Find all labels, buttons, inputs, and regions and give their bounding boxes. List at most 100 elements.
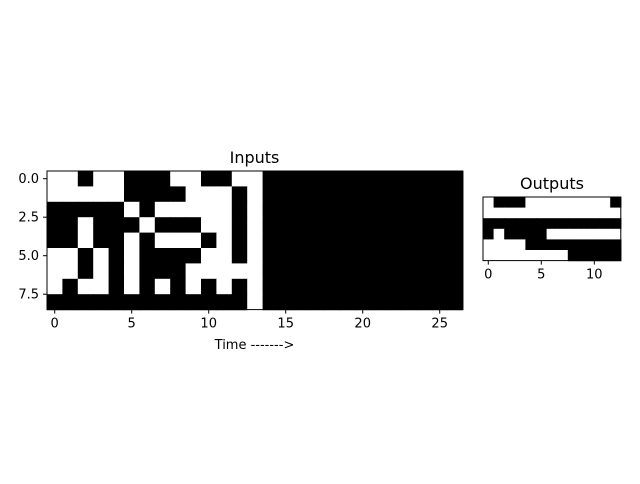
inputs-cell xyxy=(401,278,418,295)
outputs-cell xyxy=(567,218,579,230)
outputs-cell xyxy=(514,239,526,251)
inputs-cell xyxy=(62,201,79,218)
inputs-cell xyxy=(231,294,248,311)
inputs-cell xyxy=(308,201,325,218)
inputs-cell xyxy=(170,278,187,295)
outputs-cell xyxy=(493,197,505,209)
inputs-cell xyxy=(401,248,418,264)
outputs-cell xyxy=(483,197,495,209)
inputs-cell xyxy=(231,217,248,234)
inputs-cell xyxy=(185,217,202,234)
inputs-y-ticks: 0.0 2.5 5.0 7.5 xyxy=(18,172,47,303)
outputs-cell xyxy=(483,207,495,219)
outputs-cell xyxy=(493,207,505,219)
inputs-cell xyxy=(339,186,356,203)
outputs-cell xyxy=(599,250,611,262)
inputs-cell xyxy=(201,278,217,295)
outputs-cell xyxy=(578,239,590,251)
inputs-cell xyxy=(370,201,387,218)
inputs-cell xyxy=(62,278,79,295)
inputs-cell xyxy=(293,248,310,264)
inputs-cell xyxy=(216,201,233,218)
inputs-cell xyxy=(170,232,187,249)
inputs-cell xyxy=(139,263,156,280)
outputs-cell xyxy=(610,228,622,240)
inputs-cell xyxy=(185,171,202,187)
inputs-cell xyxy=(170,171,187,187)
inputs-x-axis-label: Time -------> xyxy=(214,338,295,353)
inputs-cell xyxy=(216,217,233,234)
outputs-axes-frame xyxy=(482,196,622,262)
inputs-cell xyxy=(324,171,341,187)
inputs-cell xyxy=(385,248,402,264)
inputs-cell xyxy=(370,248,387,264)
inputs-cell xyxy=(355,201,371,218)
inputs-cell xyxy=(201,294,217,311)
inputs-cell xyxy=(154,294,171,311)
inputs-cells xyxy=(47,171,464,311)
outputs-cell xyxy=(610,207,622,219)
inputs-cell xyxy=(370,294,387,311)
inputs-cell xyxy=(278,232,294,249)
inputs-cell xyxy=(62,263,79,280)
inputs-cell xyxy=(62,217,79,234)
inputs-cell xyxy=(370,232,387,249)
outputs-cell xyxy=(567,250,579,262)
inputs-cell xyxy=(47,294,63,311)
outputs-cell xyxy=(557,250,569,262)
inputs-cell xyxy=(247,201,264,218)
outputs-cell xyxy=(514,197,526,209)
inputs-cell xyxy=(385,186,402,203)
inputs-heatmap-panel: Inputs 0.0 2.5 5.0 7.5 0 5 10 15 20 25 Time ----… xyxy=(18,148,464,353)
inputs-cell xyxy=(170,248,187,264)
outputs-cell xyxy=(525,228,537,240)
inputs-cell xyxy=(262,201,279,218)
inputs-cell xyxy=(247,294,264,311)
inputs-cell xyxy=(308,294,325,311)
inputs-cell xyxy=(77,171,94,187)
outputs-cell xyxy=(536,218,548,230)
inputs-cell xyxy=(293,232,310,249)
inputs-cell xyxy=(62,232,79,249)
outputs-cell xyxy=(599,207,611,219)
inputs-cell xyxy=(216,171,233,187)
outputs-cell xyxy=(525,207,537,219)
inputs-cell xyxy=(355,263,371,280)
inputs-cell xyxy=(355,232,371,249)
inputs-cell xyxy=(247,217,264,234)
inputs-cell xyxy=(62,248,79,264)
outputs-cell xyxy=(557,239,569,251)
inputs-cell xyxy=(93,232,110,249)
inputs-cell xyxy=(139,248,156,264)
inputs-cell xyxy=(124,201,140,218)
inputs-cell xyxy=(247,232,264,249)
inputs-cell xyxy=(385,201,402,218)
inputs-cell xyxy=(447,201,464,218)
inputs-x-tick-label: 0 xyxy=(51,317,59,332)
inputs-cell xyxy=(231,171,248,187)
inputs-cell xyxy=(293,278,310,295)
outputs-cell xyxy=(483,228,495,240)
inputs-cell xyxy=(262,186,279,203)
inputs-cell xyxy=(401,232,418,249)
outputs-cell xyxy=(589,239,601,251)
inputs-cell xyxy=(370,186,387,203)
inputs-cell xyxy=(293,186,310,203)
inputs-cell xyxy=(231,232,248,249)
inputs-cell xyxy=(447,217,464,234)
inputs-cell xyxy=(324,278,341,295)
inputs-cell xyxy=(77,201,94,218)
outputs-cell xyxy=(483,239,495,251)
outputs-cell xyxy=(536,250,548,262)
inputs-cell xyxy=(139,232,156,249)
inputs-cell xyxy=(324,186,341,203)
inputs-cell xyxy=(447,263,464,280)
inputs-cell xyxy=(416,232,433,249)
outputs-cell xyxy=(536,228,548,240)
outputs-cell xyxy=(536,239,548,251)
inputs-cell xyxy=(77,278,94,295)
inputs-cell xyxy=(231,263,248,280)
inputs-cell xyxy=(185,263,202,280)
inputs-cell xyxy=(432,186,448,203)
inputs-cell xyxy=(278,201,294,218)
